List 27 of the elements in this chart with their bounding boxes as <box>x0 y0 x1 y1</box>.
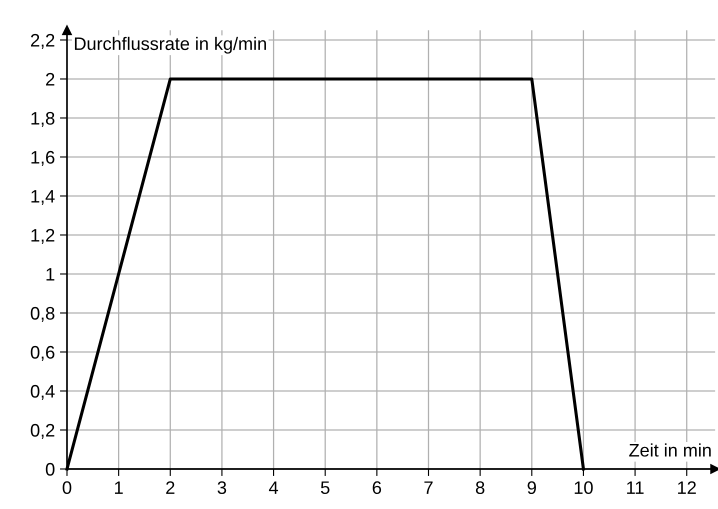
x-tick-label: 9 <box>528 481 536 494</box>
y-tick-label: 2,2 <box>30 34 54 49</box>
x-tick-label: 12 <box>678 481 696 494</box>
y-tick-label: 0,2 <box>30 424 54 439</box>
x-tick-label: 4 <box>268 481 278 494</box>
x-tick-label: 10 <box>574 481 593 494</box>
y-tick-label: 0 <box>46 462 54 476</box>
y-tick-label: 1,8 <box>31 112 54 127</box>
x-tick-label: 11 <box>627 481 644 494</box>
x-tick-label: 7 <box>424 481 433 494</box>
y-tick-label: 1,2 <box>31 228 54 244</box>
x-tick-label: 6 <box>372 481 382 494</box>
x-tick-label: 2 <box>166 481 174 494</box>
y-axis-title: Durchflussrate in kg/min <box>74 36 266 54</box>
x-axis-title: Zeit in min <box>629 443 711 457</box>
y-tick-label: 0,4 <box>30 384 55 400</box>
y-tick-label: 0,6 <box>30 346 54 361</box>
x-tick-label: 1 <box>114 481 123 494</box>
y-tick-label: 1,6 <box>31 150 54 166</box>
y-tick-label: 1,4 <box>31 190 55 205</box>
y-tick-label: 1 <box>46 268 54 281</box>
x-tick-label: 8 <box>476 481 484 494</box>
y-tick-label: 0,8 <box>30 306 54 322</box>
y-tick-label: 2 <box>46 72 54 86</box>
x-tick-label: 3 <box>218 481 226 494</box>
x-tick-label: 5 <box>320 481 330 494</box>
x-tick-label: 0 <box>62 481 72 494</box>
